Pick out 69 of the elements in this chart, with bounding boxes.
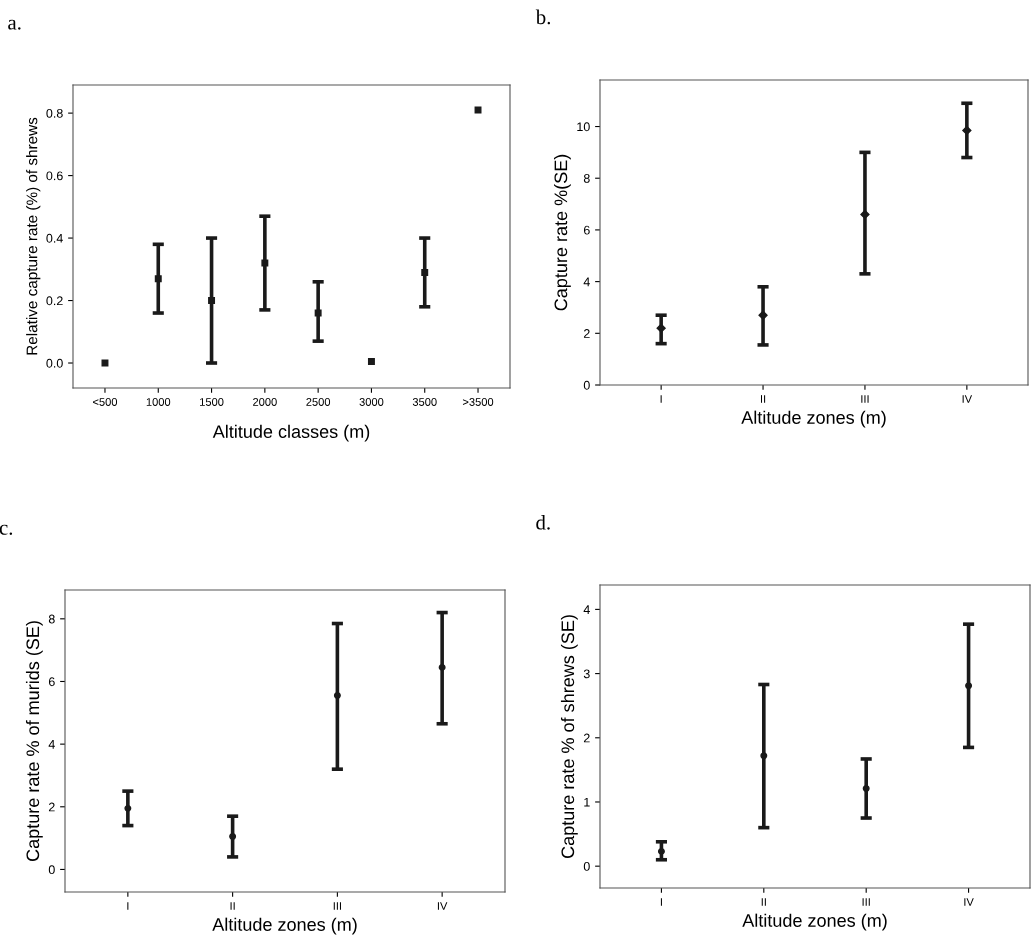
y-axis-title: Relative capture rate (%) of shrews	[26, 117, 41, 355]
x-tick-label: IV	[962, 395, 973, 403]
x-tick-label: I	[660, 395, 662, 403]
x-tick-label: IV	[437, 902, 448, 910]
y-tick-label: 0.6	[46, 171, 63, 181]
y-tick-label: 8	[583, 174, 590, 183]
y-tick-label: 4	[583, 605, 590, 614]
chart-title: a.	[8, 19, 21, 30]
y-tick-label: 0	[583, 861, 590, 871]
y-tick-label: 0	[48, 865, 55, 875]
y-tick-label: 0.8	[46, 108, 63, 118]
x-tick-label: IV	[964, 898, 974, 906]
point	[208, 297, 216, 305]
y-tick-label: 4	[583, 277, 590, 287]
point	[965, 682, 973, 690]
y-tick-label: 2	[583, 733, 590, 743]
x-tick-label: II	[230, 902, 235, 910]
point	[367, 357, 375, 365]
y-tick-label: 0.0	[46, 358, 63, 368]
point	[656, 323, 666, 333]
point	[229, 833, 237, 841]
point	[154, 275, 162, 283]
x-tick-label: III	[861, 395, 869, 403]
y-tick-label: 3	[583, 669, 590, 679]
x-tick-label: 3000	[359, 398, 384, 406]
x-tick-label: <500	[93, 398, 118, 406]
x-tick-label: III	[333, 902, 341, 910]
y-tick-label: 0	[583, 380, 590, 390]
point	[862, 785, 870, 792]
point	[124, 804, 132, 812]
x-tick-label: II	[761, 898, 766, 906]
x-axis-title: Altitude classes (m)	[212, 424, 370, 442]
point	[760, 752, 768, 760]
chart-title: d.	[536, 514, 550, 530]
y-tick-label: 2	[583, 329, 590, 338]
point	[438, 663, 446, 671]
x-axis-title: Altitude zones (m)	[741, 410, 886, 428]
chart-title: c.	[0, 524, 13, 535]
x-tick-label: 2500	[306, 398, 331, 406]
y-tick-label: 0.2	[46, 296, 63, 306]
x-tick-label: 1500	[200, 398, 224, 406]
y-axis-title: Capture rate %(SE)	[553, 154, 571, 311]
x-tick-label: II	[760, 395, 766, 403]
point	[657, 847, 665, 855]
y-tick-label: 2	[48, 802, 55, 812]
y-tick-label: 8	[48, 614, 55, 624]
point	[421, 268, 429, 276]
y-tick-label: 10	[577, 122, 590, 132]
chart-title: b.	[535, 9, 551, 25]
y-tick-label: 0.4	[46, 233, 63, 243]
x-tick-label: I	[127, 902, 129, 910]
x-tick-label: I	[660, 898, 662, 906]
x-tick-label: >3500	[462, 398, 494, 406]
x-tick-label: 1000	[146, 398, 171, 406]
y-axis-title: Capture rate % of shrews (SE)	[560, 615, 578, 858]
point	[314, 309, 322, 317]
x-tick-label: 2000	[253, 398, 277, 406]
y-tick-label: 6	[48, 677, 55, 687]
y-axis-title: Capture rate % of murids (SE)	[25, 621, 43, 861]
y-tick-label: 4	[48, 740, 55, 749]
point	[261, 259, 269, 267]
x-axis-title: Altitude zones (m)	[742, 913, 887, 931]
point	[333, 692, 341, 700]
y-tick-label: 1	[584, 797, 590, 807]
x-tick-label: 3500	[412, 398, 437, 406]
point	[758, 310, 768, 320]
y-tick-label: 6	[583, 225, 590, 235]
x-axis-title: Altitude zones (m)	[212, 917, 357, 935]
x-tick-label: III	[862, 898, 870, 906]
